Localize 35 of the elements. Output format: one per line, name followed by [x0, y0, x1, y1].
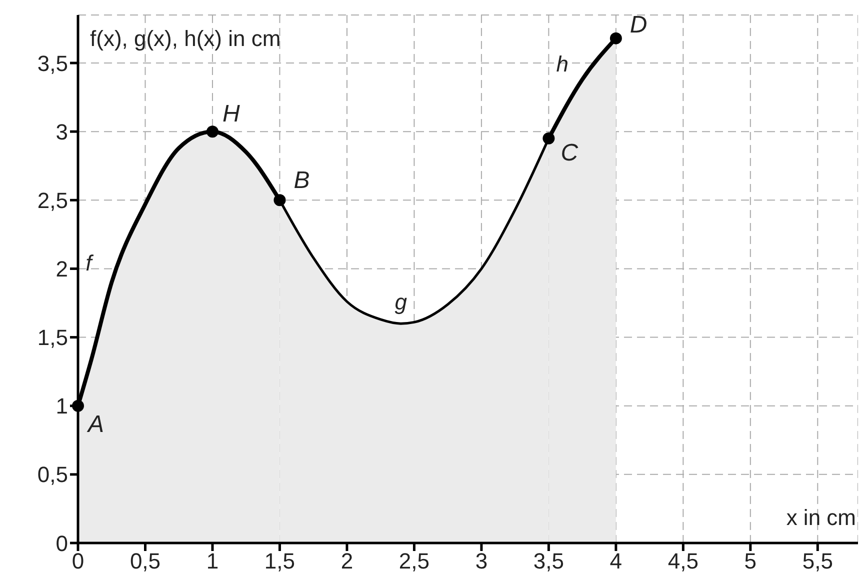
x-tick-label: 3: [475, 548, 488, 574]
point: [542, 132, 555, 144]
y-tick-label: 3: [56, 119, 68, 144]
y-tick-label: 0: [56, 530, 68, 556]
y-tick-label: 0,5: [37, 462, 68, 488]
y-tick-label: 1,5: [37, 325, 68, 350]
annotation: B: [294, 167, 310, 194]
point: [274, 194, 286, 206]
x-tick-label: 5,5: [802, 548, 833, 574]
y-tick-label: 3,5: [37, 50, 68, 76]
point: [206, 126, 218, 138]
x-tick-label: 1: [206, 548, 219, 574]
y-tick-label: 1: [56, 394, 68, 419]
x-tick-label: 1,5: [264, 548, 296, 574]
x-tick-label: 0,5: [130, 548, 161, 574]
y-axis-title: f(x), g(x), h(x) in cm: [90, 26, 281, 52]
y-tick-label: 2,5: [37, 188, 68, 213]
x-tick-label: 0: [72, 548, 84, 574]
x-tick-label: 2,5: [398, 548, 430, 574]
x-tick-label: 2: [340, 548, 354, 574]
series-label: h: [556, 51, 569, 76]
x-tick-label: 5: [744, 548, 757, 574]
point: [610, 32, 622, 44]
series-label: g: [394, 290, 408, 315]
x-tick-label: 3,5: [533, 548, 564, 574]
series-label: f: [86, 250, 95, 276]
y-tick-label: 2: [56, 256, 68, 282]
annotation: C: [560, 139, 579, 166]
x-axis-title: x in cm: [786, 505, 856, 531]
annotation: D: [630, 11, 648, 38]
annotation: H: [222, 100, 240, 128]
x-tick-label: 4: [610, 548, 622, 574]
annotation: A: [86, 410, 104, 438]
point: [72, 400, 84, 412]
x-tick-label: 4,5: [668, 548, 698, 574]
